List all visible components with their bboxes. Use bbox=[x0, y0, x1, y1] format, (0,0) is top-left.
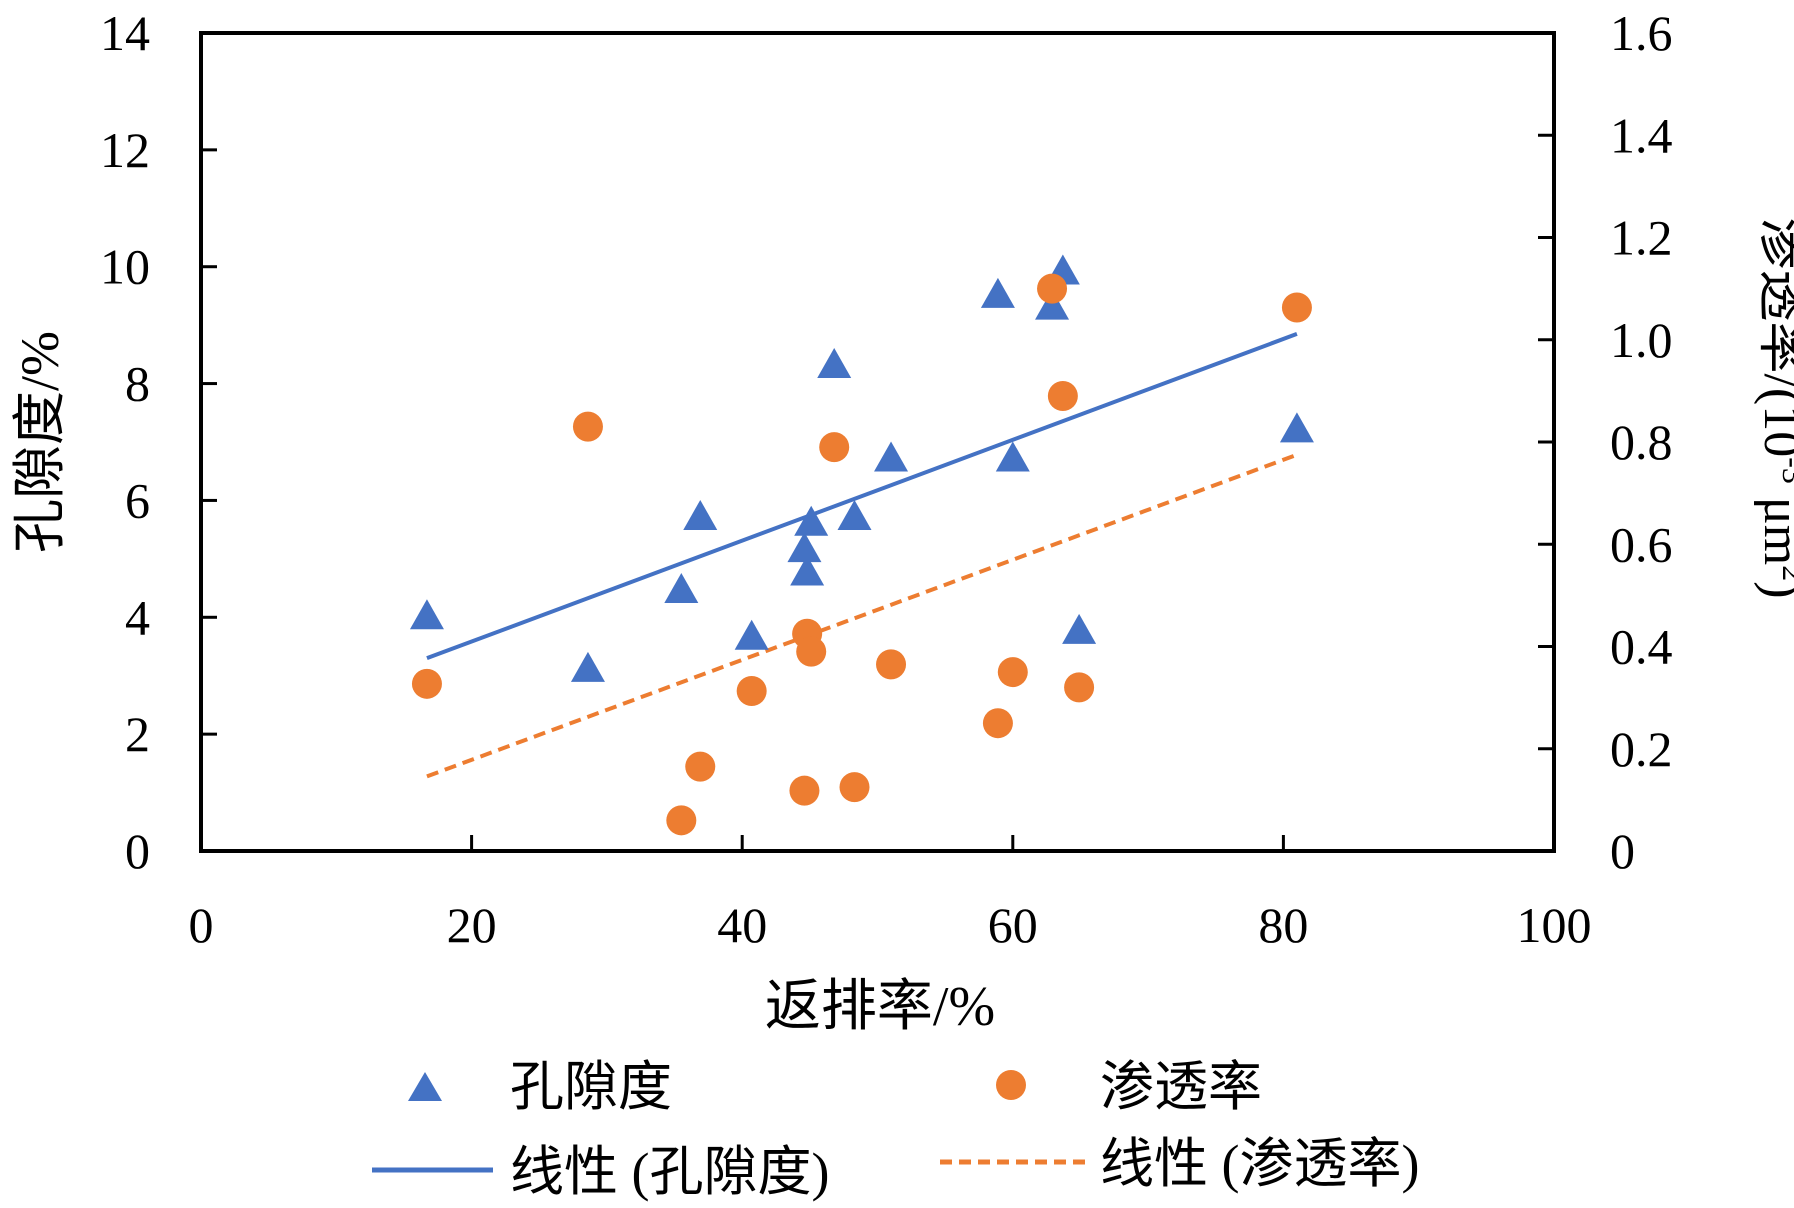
permeability-point bbox=[411, 668, 442, 699]
x-tick-label: 60 bbox=[988, 897, 1038, 953]
legend-label-trend-permeability: 线性 (渗透率) bbox=[1100, 1134, 1419, 1194]
y-left-tick-label: 12 bbox=[100, 122, 150, 178]
permeability-point bbox=[997, 657, 1028, 688]
y-right-label-main: 渗透率/(10 bbox=[1753, 217, 1794, 457]
porosity-point bbox=[570, 651, 605, 682]
legend-label-trend-porosity: 线性 (孔隙度) bbox=[510, 1142, 829, 1202]
porosity-point bbox=[1035, 289, 1070, 320]
x-tick-label: 20 bbox=[447, 897, 497, 953]
legend-label-porosity: 孔隙度 bbox=[510, 1057, 672, 1117]
permeability-point bbox=[876, 649, 907, 680]
y-right-tick-label: 1.2 bbox=[1610, 210, 1673, 266]
x-axis-ticks: 0 20 40 60 80 100 bbox=[189, 835, 1592, 953]
legend-label-permeability: 渗透率 bbox=[1100, 1057, 1262, 1117]
y-left-tick-label: 14 bbox=[100, 5, 150, 61]
y-right-tick-label: 1.6 bbox=[1610, 5, 1673, 61]
y-right-label-sup2: 2 bbox=[1776, 565, 1794, 581]
y-right-label-mid: μm bbox=[1753, 484, 1794, 565]
legend-triangle-marker bbox=[408, 1072, 442, 1101]
porosity-point bbox=[409, 599, 444, 630]
y-right-tick-label: 0.6 bbox=[1610, 516, 1673, 572]
legend-circle-marker bbox=[996, 1070, 1026, 1100]
y-right-tick-label: 0.4 bbox=[1610, 619, 1673, 675]
y-right-label-sup: -3 bbox=[1776, 457, 1794, 484]
y-right-label-end: ) bbox=[1753, 581, 1794, 598]
y-right-tick-label: 0.2 bbox=[1610, 721, 1673, 777]
x-tick-label: 0 bbox=[189, 897, 214, 953]
y-left-tick-label: 4 bbox=[125, 589, 150, 645]
y-right-tick-label: 0.8 bbox=[1610, 414, 1673, 470]
porosity-point bbox=[837, 499, 872, 530]
permeability-point bbox=[819, 432, 850, 463]
y-left-tick-label: 8 bbox=[125, 356, 150, 412]
permeability-point bbox=[982, 708, 1013, 739]
permeability-point bbox=[1037, 273, 1068, 304]
y-left-tick-label: 10 bbox=[100, 239, 150, 295]
y-left-tick-label: 2 bbox=[125, 706, 150, 762]
permeability-point bbox=[1064, 672, 1095, 703]
plot-area bbox=[199, 31, 1556, 853]
porosity-point bbox=[1279, 412, 1314, 443]
markers bbox=[409, 254, 1314, 836]
y-right-tick-label: 1.4 bbox=[1610, 107, 1673, 163]
trendline-permeability bbox=[426, 452, 1298, 779]
permeability-point bbox=[572, 411, 603, 442]
porosity-point bbox=[874, 441, 909, 472]
porosity-point bbox=[980, 277, 1015, 308]
x-tick-label: 40 bbox=[717, 897, 767, 953]
trendlines bbox=[426, 332, 1298, 779]
porosity-point bbox=[794, 505, 829, 536]
permeability-point bbox=[796, 636, 827, 667]
x-tick-label: 100 bbox=[1517, 897, 1592, 953]
y-right-tick-label: 1.0 bbox=[1610, 312, 1673, 368]
permeability-point bbox=[666, 805, 697, 836]
permeability-point bbox=[1281, 292, 1312, 323]
y-left-tick-label: 0 bbox=[125, 823, 150, 879]
porosity-point bbox=[817, 348, 852, 379]
permeability-point bbox=[1047, 380, 1078, 411]
legend: 孔隙度 渗透率 线性 (孔隙度) 线性 (渗透率) bbox=[372, 1057, 1419, 1202]
y-left-tick-label: 6 bbox=[125, 472, 150, 528]
permeability-point bbox=[839, 772, 870, 803]
porosity-point bbox=[734, 619, 769, 650]
x-tick-label: 80 bbox=[1258, 897, 1308, 953]
permeability-point bbox=[736, 675, 767, 706]
y-left-axis-ticks: 0 2 4 6 8 10 12 14 bbox=[100, 5, 217, 879]
porosity-point bbox=[995, 441, 1030, 472]
y-right-tick-label: 0 bbox=[1610, 823, 1635, 879]
y-right-axis-label: 渗透率/(10-3 μm2) bbox=[1753, 217, 1794, 598]
permeability-point bbox=[685, 751, 716, 782]
trendline-porosity bbox=[426, 332, 1298, 661]
porosity-point bbox=[790, 555, 825, 586]
porosity-point bbox=[683, 499, 718, 530]
porosity-point bbox=[664, 572, 699, 603]
permeability-point bbox=[789, 775, 820, 806]
y-left-axis-label: 孔隙度/% bbox=[10, 331, 70, 553]
porosity-point bbox=[1062, 613, 1097, 644]
porosity-point bbox=[787, 532, 822, 563]
y-right-axis-ticks: 0 0.2 0.4 0.6 0.8 1.0 1.2 1.4 1.6 bbox=[1538, 5, 1673, 879]
x-axis-label: 返排率/% bbox=[765, 976, 995, 1038]
